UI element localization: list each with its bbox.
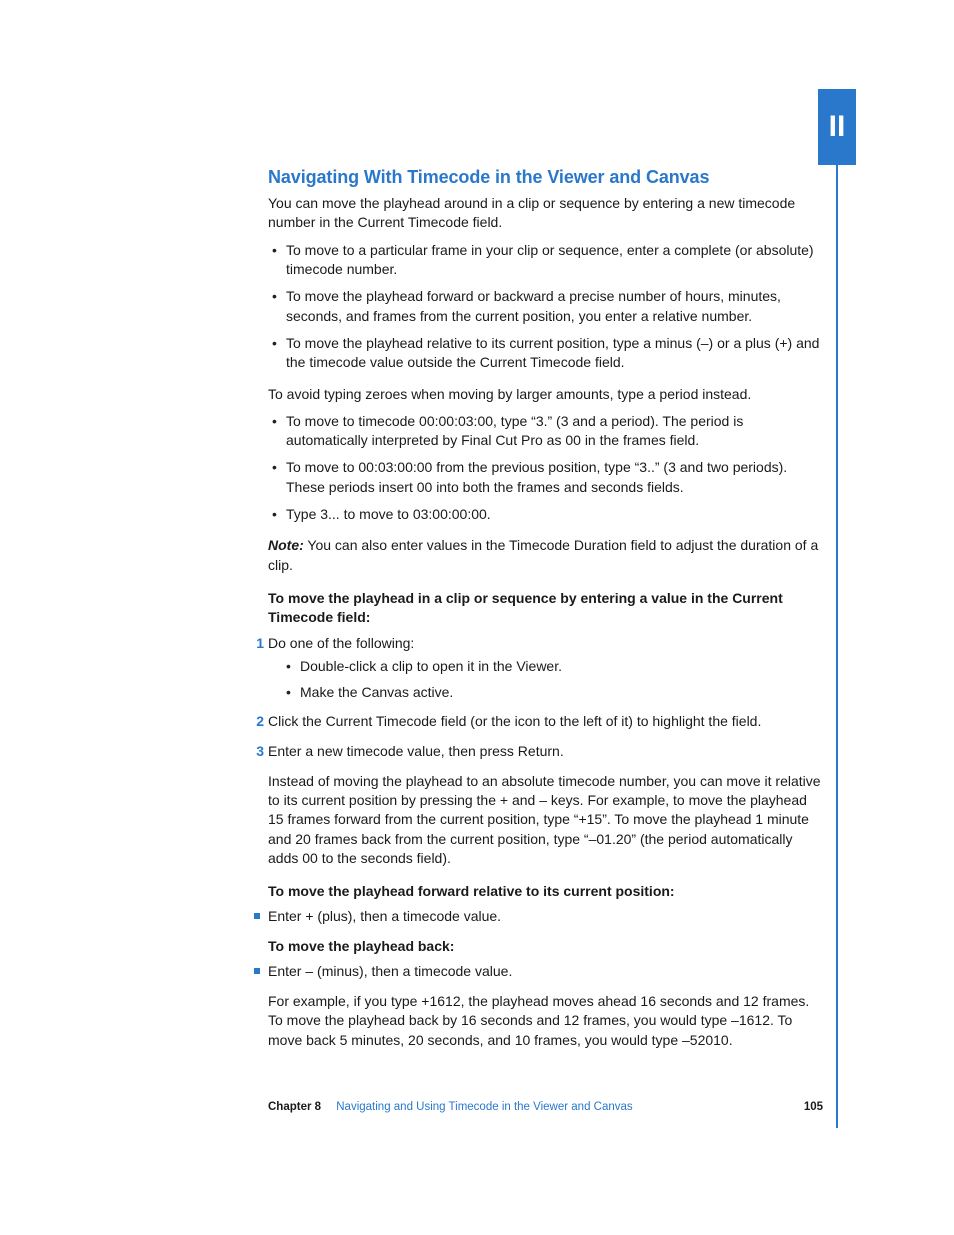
step-number: 3 [250, 742, 264, 762]
list-item: Enter – (minus), then a timecode value. [268, 962, 823, 982]
section-tab-label: II [829, 110, 846, 144]
bullet-list-b: To move to timecode 00:00:03:00, type “3… [268, 412, 823, 525]
task3-after-paragraph: For example, if you type +1612, the play… [268, 992, 823, 1050]
footer-left: Chapter 8 Navigating and Using Timecode … [268, 1101, 633, 1113]
list-item: Double-click a clip to open it in the Vi… [268, 657, 823, 677]
step-text: Click the Current Timecode field (or the… [268, 713, 761, 729]
page-number: 105 [804, 1101, 823, 1113]
list-item: To move to a particular frame in your cl… [268, 241, 823, 280]
list-item: To move the playhead relative to its cur… [268, 334, 823, 373]
square-list-forward: Enter + (plus), then a timecode value. [268, 907, 823, 927]
page-footer: Chapter 8 Navigating and Using Timecode … [268, 1101, 823, 1113]
step-text: Enter a new timecode value, then press R… [268, 743, 564, 759]
note-label: Note: [268, 537, 304, 553]
section-heading: Navigating With Timecode in the Viewer a… [268, 167, 823, 188]
step-sub-list: Double-click a clip to open it in the Vi… [268, 657, 823, 702]
step-number: 2 [250, 712, 264, 732]
mid-paragraph: To avoid typing zeroes when moving by la… [268, 385, 823, 404]
step-text: Do one of the following: [268, 635, 414, 651]
list-item: Make the Canvas active. [268, 683, 823, 703]
chapter-label: Chapter 8 [268, 1101, 321, 1113]
numbered-steps: 1 Do one of the following: Double-click … [268, 634, 823, 762]
after-steps-paragraph: Instead of moving the playhead to an abs… [268, 772, 823, 869]
list-item: Type 3... to move to 03:00:00:00. [268, 505, 823, 524]
task-lead-1: To move the playhead in a clip or sequen… [268, 589, 823, 628]
step-item: 3 Enter a new timecode value, then press… [268, 742, 823, 762]
step-number: 1 [250, 634, 264, 654]
note-paragraph: Note: You can also enter values in the T… [268, 536, 823, 575]
section-tab: II [818, 89, 856, 165]
note-body: You can also enter values in the Timecod… [268, 537, 818, 572]
list-item: To move the playhead forward or backward… [268, 287, 823, 326]
list-item: To move to 00:03:00:00 from the previous… [268, 458, 823, 497]
bullet-list-a: To move to a particular frame in your cl… [268, 241, 823, 373]
list-item: Enter + (plus), then a timecode value. [268, 907, 823, 927]
intro-paragraph: You can move the playhead around in a cl… [268, 194, 823, 233]
content-column: Navigating With Timecode in the Viewer a… [268, 167, 823, 1064]
chapter-title: Navigating and Using Timecode in the Vie… [336, 1101, 632, 1113]
task-lead-3: To move the playhead back: [268, 937, 823, 956]
list-item: To move to timecode 00:00:03:00, type “3… [268, 412, 823, 451]
side-rule [836, 165, 838, 1128]
task-lead-2: To move the playhead forward relative to… [268, 882, 823, 901]
step-item: 2 Click the Current Timecode field (or t… [268, 712, 823, 732]
square-list-back: Enter – (minus), then a timecode value. [268, 962, 823, 982]
step-item: 1 Do one of the following: Double-click … [268, 634, 823, 703]
document-page: II Navigating With Timecode in the Viewe… [0, 0, 954, 1235]
